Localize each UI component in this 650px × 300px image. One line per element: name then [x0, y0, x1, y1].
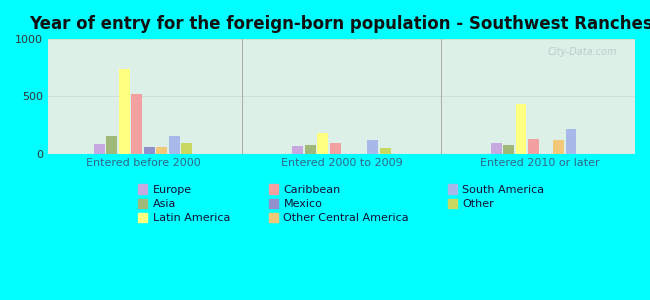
- Bar: [119, 69, 130, 154]
- Bar: [380, 148, 391, 154]
- Bar: [491, 143, 502, 154]
- Bar: [566, 129, 577, 154]
- Bar: [317, 134, 328, 154]
- Bar: [157, 147, 167, 154]
- Bar: [330, 142, 341, 154]
- Bar: [515, 104, 526, 154]
- Bar: [131, 94, 142, 154]
- Bar: [94, 144, 105, 154]
- Bar: [169, 136, 180, 154]
- Bar: [107, 136, 117, 154]
- Bar: [305, 146, 316, 154]
- Bar: [292, 146, 303, 154]
- Title: Year of entry for the foreign-born population - Southwest Ranches: Year of entry for the foreign-born popul…: [29, 15, 650, 33]
- Bar: [528, 139, 539, 154]
- Bar: [144, 147, 155, 154]
- Legend: Europe, Asia, Latin America, Caribbean, Mexico, Other Central America, South Ame: Europe, Asia, Latin America, Caribbean, …: [138, 184, 545, 224]
- Bar: [367, 140, 378, 154]
- Text: City-Data.com: City-Data.com: [548, 47, 617, 57]
- Bar: [181, 142, 192, 154]
- Bar: [553, 140, 564, 154]
- Bar: [503, 146, 514, 154]
